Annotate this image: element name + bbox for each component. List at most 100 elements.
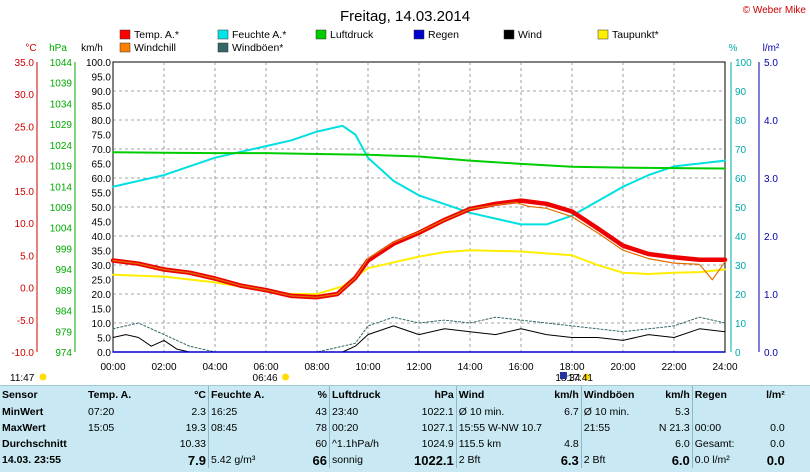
- rain-unit: l/m²: [763, 43, 780, 54]
- axis-tick-label: 80: [735, 116, 747, 127]
- axis-tick-label: 60.0: [92, 174, 112, 185]
- axis-tick-label: 25.0: [15, 122, 35, 133]
- time-tick-label: 04:00: [202, 362, 227, 373]
- axis-tick-label: 75.0: [92, 131, 112, 142]
- stats-cell: Ø 10 min.: [580, 404, 654, 420]
- legend-swatch: [217, 42, 229, 53]
- axis-tick-label: 1009: [50, 203, 73, 214]
- axis-tick-label: 2.0: [764, 232, 778, 243]
- time-tick-label: 14:00: [457, 362, 482, 373]
- stats-cell: 115.5 km: [455, 436, 549, 452]
- axis-tick-label: 90.0: [92, 87, 112, 98]
- stats-cell: Ø 10 min.: [455, 404, 549, 420]
- axis-tick-label: 20.0: [15, 155, 35, 166]
- sunset-marker: [582, 373, 590, 381]
- stats-cell: sonnig: [329, 452, 412, 468]
- moonset-label: 17:41: [568, 373, 593, 384]
- axis-tick-label: 1044: [50, 58, 73, 69]
- credit-text: © Weber Mike: [743, 5, 807, 16]
- stats-table: Sensor Temp. A. °C Feuchte A. % Luftdruc…: [0, 386, 787, 468]
- axis-tick-label: 30.0: [15, 90, 35, 101]
- moonrise-marker: [39, 373, 47, 381]
- axis-tick-label: 994: [55, 265, 72, 276]
- stats-cell: [208, 436, 293, 452]
- legend-label: Taupunkt*: [612, 29, 659, 41]
- stats-cell: 6.7: [564, 406, 579, 418]
- axis-tick-label: 50.0: [92, 203, 112, 214]
- stats-cell: 08:45: [208, 420, 293, 436]
- stats-cell: Gesamt:: [691, 436, 757, 452]
- axis-tick-label: 974: [55, 348, 72, 359]
- stats-cell: 1027.1: [421, 422, 454, 434]
- axis-tick-label: 35.0: [92, 247, 112, 258]
- axis-tick-label: 80.0: [92, 116, 112, 127]
- axis-tick-label: 989: [55, 286, 72, 297]
- legend-swatch: [315, 29, 327, 40]
- stats-cell: 7.9: [187, 452, 206, 468]
- stats-row-min: MinWert 07:20 2.3 16:25 43 23:40 1022.1 …: [0, 404, 787, 420]
- stats-cell: N 21.3: [658, 422, 690, 434]
- stats-cell: MaxWert: [2, 422, 46, 434]
- time-tick-label: 06:00: [253, 362, 278, 373]
- axis-tick-label: 0.0: [764, 348, 778, 359]
- moonset-marker: [559, 372, 567, 379]
- stats-cell: 5.42 g/m³: [208, 452, 293, 468]
- axis-tick-label: 70: [735, 145, 747, 156]
- axis-tick-label: 55.0: [92, 189, 112, 200]
- stats-header-cell: Sensor: [2, 389, 38, 401]
- axis-tick-label: 35.0: [15, 58, 35, 69]
- axis-tick-label: 50: [735, 203, 747, 214]
- axis-tick-label: 1034: [50, 99, 73, 110]
- stats-row-current: 14.03. 23:55 7.9 5.42 g/m³ 66 sonnig 102…: [0, 452, 787, 468]
- axis-tick-label: 85.0: [92, 102, 112, 113]
- stats-cell: Durchschnitt: [2, 438, 67, 450]
- stats-header-cell: Regen: [691, 386, 757, 404]
- stats-cell: 14.03. 23:55: [2, 454, 61, 466]
- temp-unit: °C: [25, 43, 36, 54]
- legend-swatch: [503, 29, 515, 40]
- weather-chart: °C hPa km/h% l/m² 35.0 30.0 25.0 20.0 15.0 10.0 5.…: [10, 5, 807, 384]
- stats-header-cell: Temp. A.: [88, 389, 132, 401]
- axis-tick-label: 45.0: [92, 218, 112, 229]
- axis-tick-label: 30: [735, 261, 747, 272]
- chart-grid: [112, 61, 726, 353]
- axis-tick-label: 20: [735, 290, 747, 301]
- legend-label: Regen: [428, 29, 459, 41]
- stats-cell: 2 Bft: [580, 452, 654, 468]
- axis-tick-label: 15.0: [92, 305, 112, 316]
- legend-label: Luftdruck: [330, 29, 374, 41]
- axis-tick-label: 4.0: [764, 116, 778, 127]
- stats-header-cell: km/h: [665, 389, 690, 401]
- stats-header-cell: °C: [194, 389, 206, 401]
- axis-tick-label: 15.0: [15, 187, 35, 198]
- stats-cell: 19.3: [185, 422, 206, 434]
- legend-label: Windböen*: [232, 42, 283, 54]
- moonrise-label: 11:47: [10, 373, 35, 384]
- axis-tick-label: 20.0: [92, 290, 112, 301]
- axis-tick-label: 0.0: [20, 284, 34, 295]
- axis-tick-label: 90: [735, 87, 747, 98]
- stats-cell: 00:00: [691, 420, 757, 436]
- axis-tick-label: 60: [735, 174, 747, 185]
- series-line-wind: [112, 325, 726, 353]
- stats-cell: 1022.1: [421, 406, 454, 418]
- time-tick-label: 24:00: [712, 362, 737, 373]
- hpa-unit: hPa: [49, 43, 67, 54]
- stats-cell: 15:55 W-NW 10.7: [455, 420, 582, 436]
- stats-cell: [580, 436, 654, 452]
- stats-cell: 0.0 l/m²: [691, 452, 757, 468]
- stats-cell: MinWert: [2, 406, 44, 418]
- series-line-feuchte-a: [112, 124, 726, 226]
- legend-label: Feuchte A.*: [232, 29, 286, 41]
- axis-tick-label: 30.0: [92, 261, 112, 272]
- axis-tick-label: 1024: [50, 141, 73, 152]
- stats-cell: 1024.9: [421, 438, 454, 450]
- axis-tick-label: 10.0: [15, 219, 35, 230]
- stats-header-cell: km/h: [554, 389, 579, 401]
- chart-series: [110, 124, 728, 353]
- stats-cell: 15:05: [88, 422, 115, 434]
- legend-label: Wind: [518, 29, 542, 41]
- stats-cell: [86, 436, 154, 452]
- stats-cell: 2.3: [191, 406, 206, 418]
- axis-tick-label: 1.0: [764, 290, 778, 301]
